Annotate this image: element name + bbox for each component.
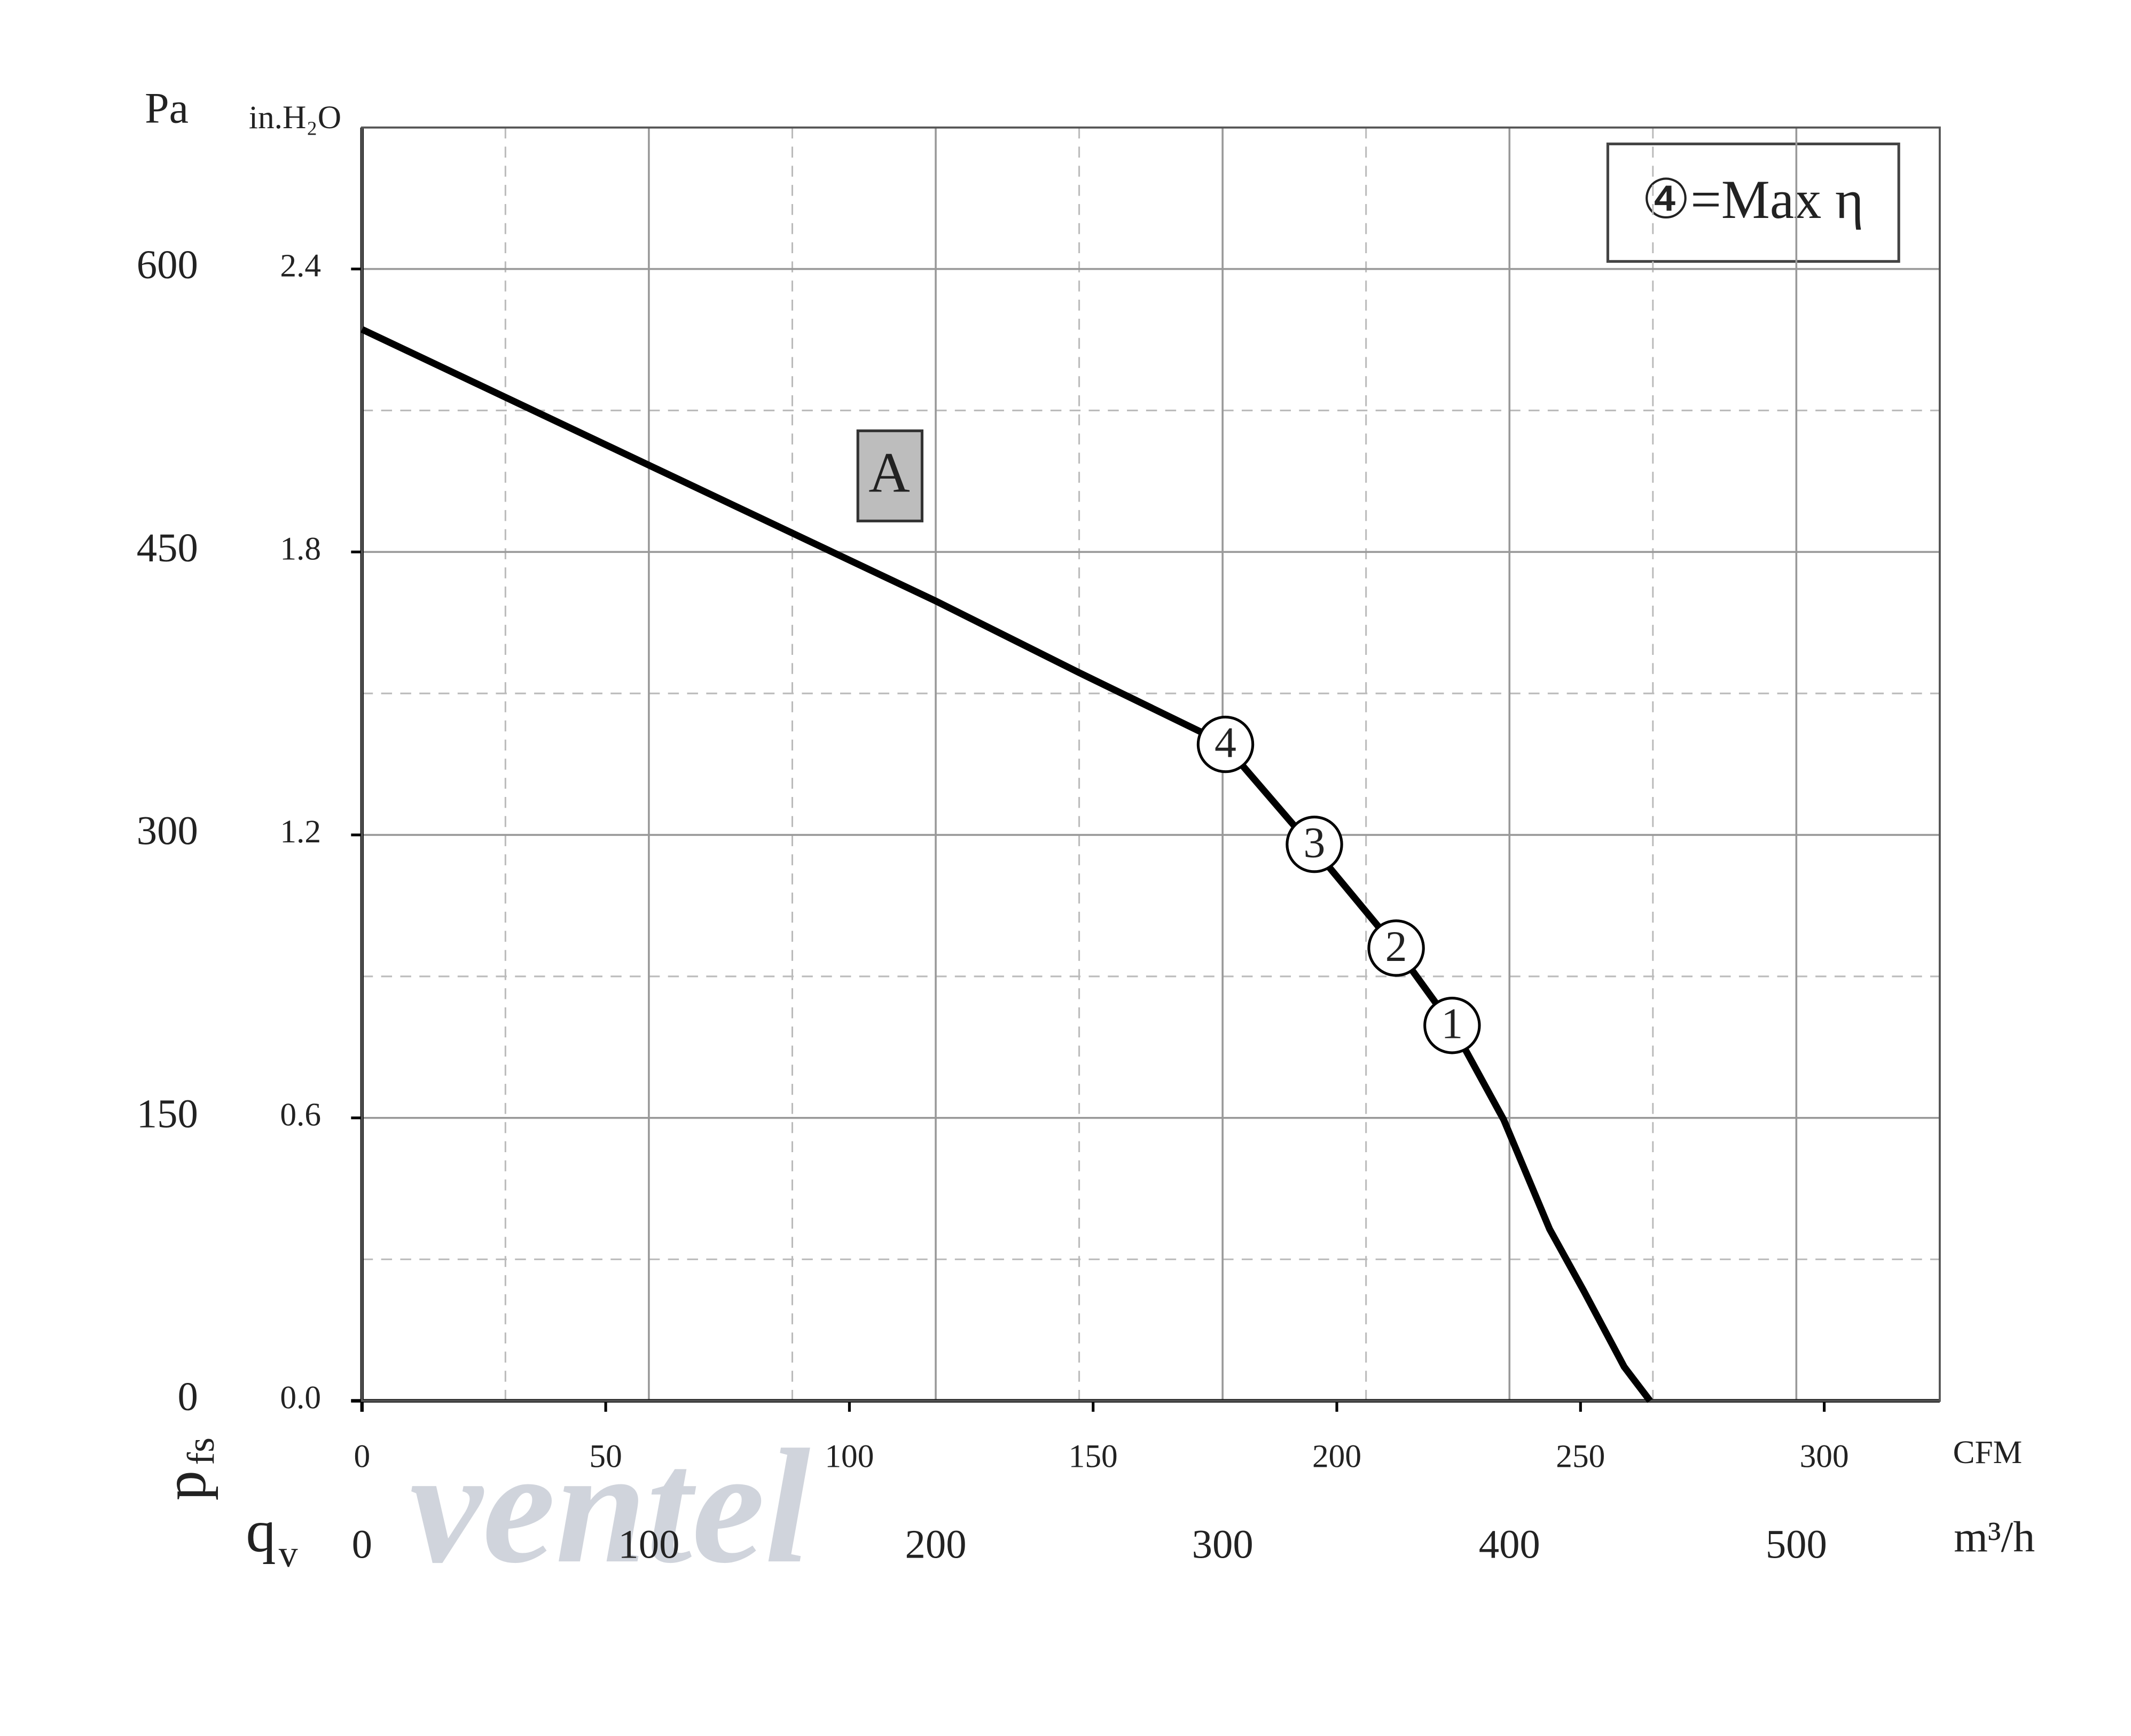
legend-box	[1606, 142, 1900, 263]
y-axis-unit: Pa	[145, 83, 189, 132]
plot-frame	[361, 126, 1941, 1402]
curve-label-box	[856, 429, 923, 522]
curve-label: A	[868, 441, 910, 505]
legend-text: ④=Max η	[1642, 170, 1864, 230]
x-tick-label: 100	[618, 1521, 679, 1567]
x2-tick-label: 0	[354, 1438, 370, 1475]
y-tick-label: 600	[137, 242, 198, 287]
x-symbol-sub: v	[279, 1533, 298, 1575]
operating-point	[1423, 997, 1481, 1054]
y-symbol: p	[152, 1471, 218, 1500]
y2-tick-label: 1.2	[280, 814, 321, 850]
y-tick-label: 450	[137, 525, 198, 570]
y-tick-label: 150	[137, 1091, 198, 1136]
x-tick-label: 0	[352, 1521, 372, 1567]
x2-tick-label: 300	[1800, 1438, 1849, 1475]
y-tick-label: 300	[137, 808, 198, 854]
y2-axis-unit: in.H₂O	[249, 99, 341, 136]
x-symbol: q	[246, 1498, 276, 1565]
x2-tick-label: 200	[1312, 1438, 1361, 1475]
x-tick-label: 400	[1479, 1521, 1540, 1567]
operating-point-label: 4	[1215, 718, 1236, 767]
x2-tick-label: 100	[825, 1438, 874, 1475]
curve	[361, 326, 1653, 1403]
y-tick-label: 0	[178, 1374, 198, 1419]
y2-tick-label: 0.6	[280, 1097, 321, 1133]
operating-point	[1367, 919, 1425, 977]
x-tick-label: 200	[905, 1521, 966, 1567]
x2-tick-label: 50	[589, 1438, 622, 1475]
x-tick-label: 500	[1766, 1521, 1827, 1567]
operating-point	[1196, 715, 1255, 773]
operating-point-label: 1	[1441, 999, 1463, 1048]
y2-tick-label: 2.4	[280, 248, 321, 284]
x-axis-unit: m³/h	[1954, 1513, 2035, 1561]
y2-tick-label: 1.8	[280, 530, 321, 567]
watermark: ventel	[410, 1416, 811, 1597]
y2-tick-label: 0.0	[280, 1380, 321, 1416]
operating-point-label: 3	[1304, 818, 1326, 867]
x2-axis-unit: CFM	[1953, 1434, 2023, 1471]
x-tick-label: 300	[1192, 1521, 1253, 1567]
operating-point	[1286, 815, 1343, 873]
y-symbol-sub: fs	[180, 1437, 222, 1465]
x2-tick-label: 150	[1069, 1438, 1118, 1475]
x2-tick-label: 250	[1556, 1438, 1605, 1475]
operating-point-label: 2	[1385, 922, 1407, 971]
